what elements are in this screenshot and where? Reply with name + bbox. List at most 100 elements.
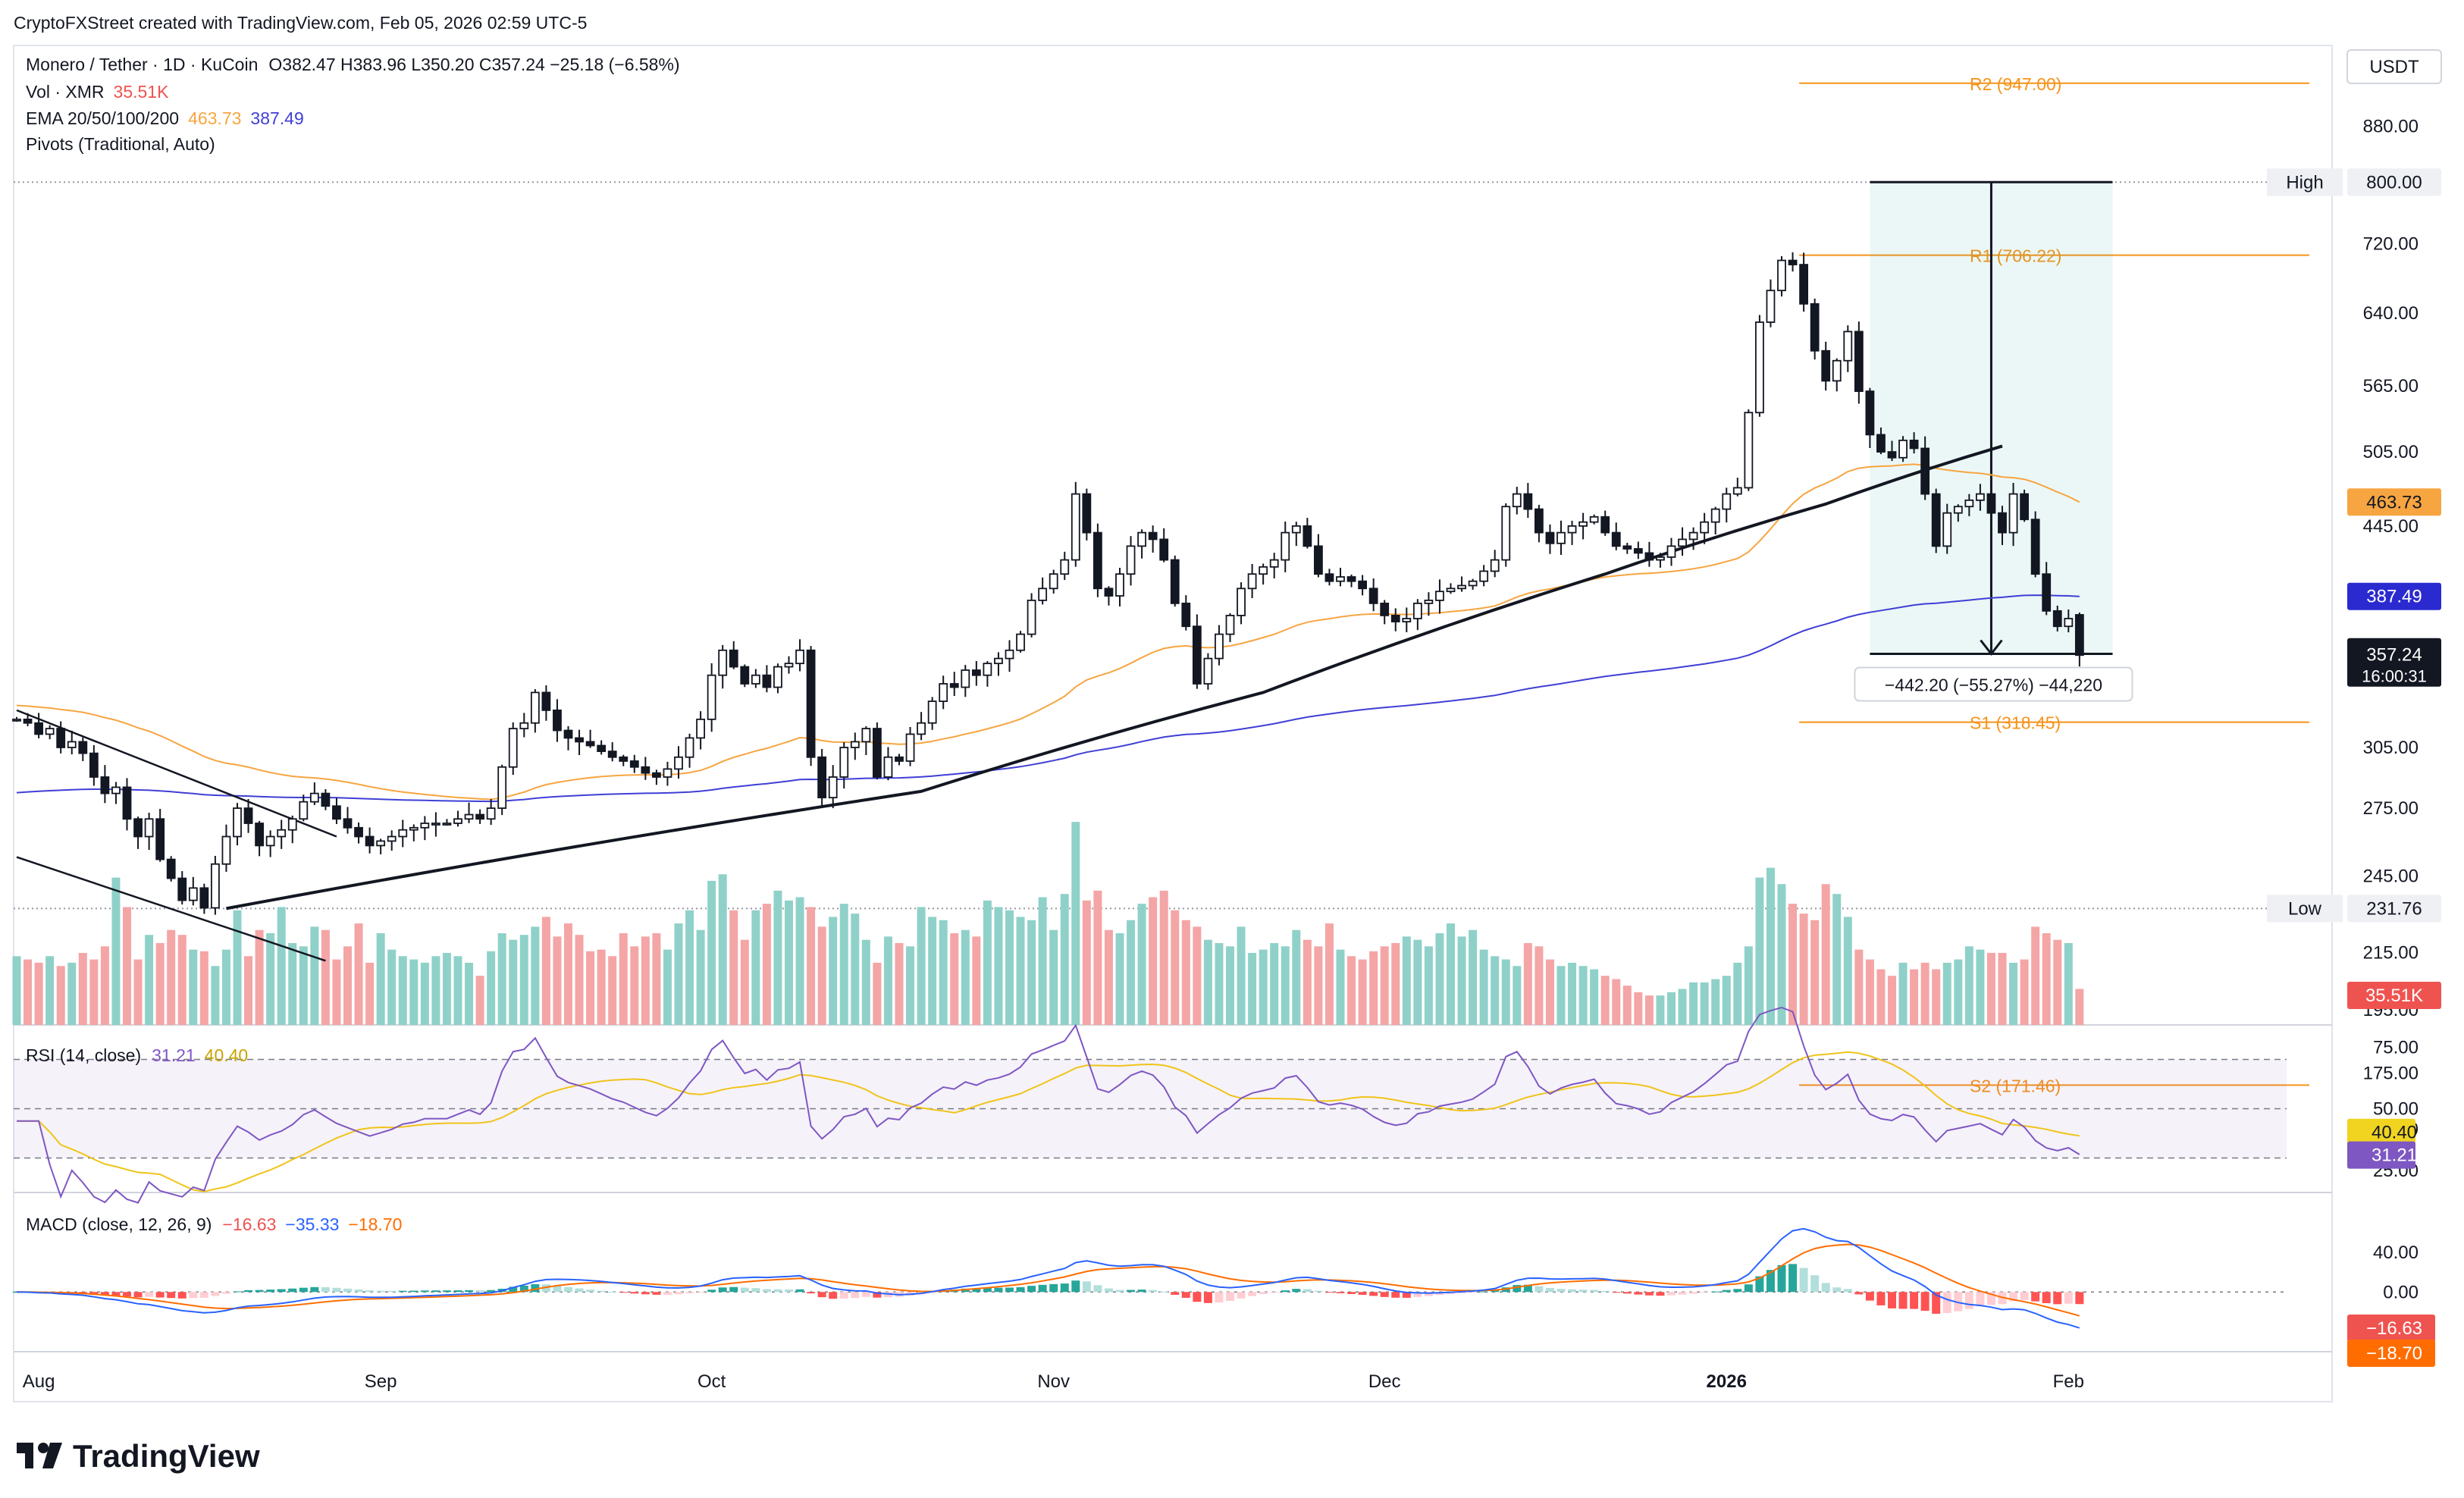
ema-legend[interactable]: EMA 20/50/100/200 463.73 387.49: [26, 108, 304, 128]
macd-legend-label: MACD (close, 12, 26, 9): [26, 1214, 212, 1234]
candle-body: [1545, 531, 1555, 544]
candle: [1457, 576, 1466, 592]
volume-bar: [994, 907, 1003, 1025]
volume-bar: [1060, 894, 1069, 1025]
candle-body: [1314, 545, 1323, 575]
macd-histogram-bar: [519, 1285, 528, 1293]
symbol-title[interactable]: Monero / Tether · 1D · KuCoin O382.47 H38…: [26, 55, 680, 74]
macd-histogram-bar: [1766, 1270, 1775, 1293]
macd-histogram-bar: [630, 1292, 639, 1294]
volume-bar: [1469, 929, 1478, 1025]
macd-histogram-bar: [1888, 1292, 1896, 1308]
candle: [1159, 528, 1169, 563]
volume-bar: [155, 943, 165, 1025]
volume-bar: [839, 904, 848, 1025]
candle: [1821, 341, 1831, 391]
volume-legend[interactable]: Vol · XMR 35.51K: [26, 82, 169, 102]
candle-body: [1412, 602, 1422, 619]
candle: [762, 665, 772, 693]
rsi-signal-label: 40.40: [2372, 1123, 2417, 1143]
candle: [1898, 436, 1908, 462]
candle: [1501, 503, 1511, 567]
macd-histogram-bar: [1722, 1290, 1731, 1293]
macd-histogram-bar: [221, 1292, 230, 1294]
candle: [1754, 315, 1764, 417]
volume-bar: [244, 956, 253, 1025]
candle: [828, 765, 838, 809]
candle-body: [1611, 531, 1621, 547]
candle: [1512, 487, 1522, 515]
macd-histogram-bar: [1082, 1281, 1091, 1293]
ema-short-price-label-bg: [2347, 488, 2441, 516]
candle-body: [597, 744, 607, 752]
volume-bar: [442, 952, 451, 1025]
volume-bar: [1181, 920, 1190, 1025]
candle-body: [1732, 487, 1742, 495]
candle: [1578, 512, 1588, 540]
macd-histogram-bar: [608, 1292, 617, 1293]
macd-histogram-bar: [1049, 1283, 1058, 1293]
candle-body: [1535, 508, 1544, 534]
candle: [1071, 481, 1080, 567]
candle-body: [255, 823, 265, 847]
candle-body: [873, 728, 882, 778]
candle: [277, 820, 287, 849]
trendline-rising-support: [226, 444, 2003, 910]
macd-histogram-bar: [531, 1284, 540, 1293]
volume-bar: [1115, 933, 1124, 1025]
candle: [674, 746, 683, 779]
macd-hist-label: −16.63: [2366, 1318, 2422, 1339]
candle-body: [100, 776, 110, 794]
candle-body: [740, 666, 750, 685]
currency-button[interactable]: [2346, 49, 2442, 84]
price-tick-label: 505.00: [2363, 442, 2419, 462]
volume-bar: [553, 936, 562, 1025]
volume-bar: [1578, 966, 1588, 1025]
pivot-label-s2: S2 (171.46): [1970, 1076, 2061, 1095]
volume-bar: [100, 946, 109, 1025]
macd-legend-signal: −18.70: [348, 1214, 402, 1234]
rsi-line: [17, 1006, 2080, 1204]
candle-body: [309, 792, 319, 803]
candle-body: [210, 863, 220, 909]
candle: [199, 883, 209, 914]
macd-histogram-bar: [807, 1292, 816, 1294]
macd-histogram-bar: [2075, 1292, 2084, 1305]
candle: [1832, 358, 1842, 392]
candle-body: [1821, 349, 1831, 382]
candle-body: [1567, 525, 1577, 534]
candle: [1865, 387, 1875, 448]
pivots-legend[interactable]: Pivots (Traditional, Auto): [26, 134, 215, 154]
measure-label: −442.20 (−55.27%) −44,220: [1885, 675, 2102, 695]
volume-bar: [707, 880, 716, 1025]
candle-body: [1865, 390, 1875, 436]
rsi-legend[interactable]: RSI (14, close) 31.21 40.40: [26, 1045, 248, 1065]
candle: [1810, 298, 1820, 360]
candle: [1744, 409, 1754, 491]
macd-histogram-bar: [851, 1292, 860, 1299]
macd-histogram-bar: [288, 1288, 297, 1293]
candle-body: [1744, 412, 1754, 489]
volume-bar: [917, 907, 926, 1025]
candle-body: [23, 718, 33, 724]
macd-legend[interactable]: MACD (close, 12, 26, 9) −16.63 −35.33 −18.7…: [26, 1214, 402, 1234]
time-tick-label: 2026: [1707, 1371, 1747, 1392]
macd-histogram-bar: [1810, 1275, 1820, 1293]
candle: [1909, 432, 1919, 454]
volume-bar: [199, 951, 208, 1025]
volume-bar: [531, 926, 540, 1025]
volume-bar: [2053, 939, 2062, 1025]
candle: [1567, 520, 1577, 545]
candle: [652, 769, 661, 785]
candle-body: [1589, 516, 1599, 523]
candle: [563, 725, 573, 751]
candle: [1468, 578, 1478, 590]
candle: [475, 809, 484, 824]
candle-body: [365, 835, 375, 847]
candle-body: [265, 835, 275, 847]
candle: [2064, 609, 2074, 633]
candle-body: [828, 776, 838, 799]
macd-histogram-bar: [1347, 1292, 1356, 1294]
candle: [1049, 569, 1058, 594]
